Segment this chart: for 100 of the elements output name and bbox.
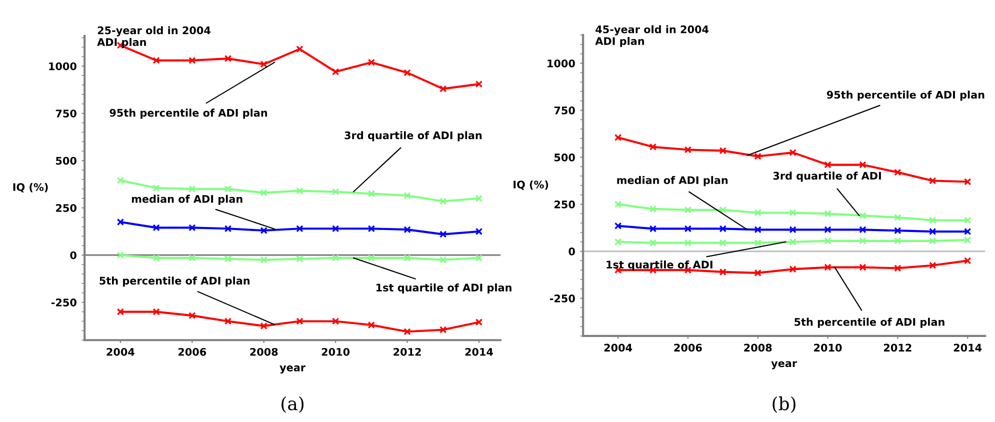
point — [475, 80, 483, 88]
point — [332, 254, 340, 262]
point — [964, 228, 972, 236]
point — [754, 152, 762, 160]
point — [116, 176, 124, 184]
point — [440, 198, 447, 205]
point — [754, 226, 762, 234]
point — [152, 308, 160, 316]
point — [404, 192, 411, 200]
chart-title: 25-year old in 2004 ADI plan — [97, 26, 210, 48]
point — [404, 226, 411, 234]
point — [152, 254, 160, 262]
point — [789, 226, 796, 234]
point — [684, 146, 692, 154]
annotation: 1st quartile of ADI — [606, 260, 712, 271]
point — [475, 228, 483, 236]
point — [224, 255, 232, 262]
point — [859, 212, 866, 220]
point — [719, 206, 726, 214]
point — [929, 216, 936, 224]
point — [188, 312, 196, 320]
point — [824, 161, 832, 168]
point — [789, 266, 796, 273]
y-tick-label: 0 — [568, 248, 575, 256]
point — [332, 68, 340, 76]
y-axis-title: IQ (%) — [514, 180, 548, 190]
point — [224, 225, 232, 232]
point — [684, 225, 692, 232]
annotation: median of ADI plan — [617, 176, 728, 186]
point — [188, 56, 196, 64]
point — [224, 185, 232, 193]
point — [859, 161, 866, 168]
y-tick-label: 500 — [554, 153, 575, 162]
x-tick-label: 2004 — [604, 344, 632, 352]
point — [964, 178, 972, 186]
annotation: 95th percentile of ADI plan — [110, 108, 267, 119]
point — [894, 214, 902, 222]
point — [224, 318, 232, 325]
point — [929, 228, 936, 236]
point — [614, 238, 622, 246]
point — [332, 225, 340, 232]
x-tick-label: 2014 — [465, 348, 493, 356]
point — [296, 255, 304, 262]
point — [116, 218, 124, 226]
point — [260, 256, 268, 264]
y-tick-label: 0 — [70, 251, 76, 260]
x-tick-label: 2008 — [250, 348, 278, 356]
point — [332, 188, 340, 196]
point — [929, 262, 936, 270]
x-tick-label: 2006 — [178, 348, 206, 356]
x-tick-label: 2012 — [394, 348, 421, 356]
point — [964, 236, 972, 244]
point — [894, 264, 902, 272]
point — [404, 254, 411, 262]
x-tick-label: 2004 — [106, 348, 134, 356]
point — [368, 254, 376, 262]
point — [116, 251, 124, 259]
point — [789, 148, 796, 156]
point — [754, 209, 762, 216]
point — [964, 257, 972, 264]
x-tick-label: 2014 — [954, 344, 982, 352]
text: (b) — [772, 396, 796, 413]
point — [296, 318, 304, 325]
point — [368, 321, 376, 329]
point — [368, 225, 376, 232]
point — [894, 237, 902, 245]
x-tick-label: 2010 — [814, 344, 842, 352]
point — [894, 168, 902, 176]
point — [475, 318, 483, 326]
point — [649, 225, 657, 232]
point — [929, 177, 936, 184]
annotation: 5th percentile of ADI plan — [100, 276, 250, 287]
point — [824, 264, 832, 271]
point — [260, 226, 268, 234]
x-axis-title: year — [771, 361, 798, 370]
x-tick-label: 2012 — [884, 344, 912, 352]
annotation: 95th percentile of ADI plan — [826, 90, 984, 101]
point — [368, 58, 376, 66]
y-tick-label: 1000 — [49, 62, 76, 70]
point — [188, 224, 196, 232]
annotation: 3rd quartile of ADI plan — [344, 131, 482, 142]
annotation: median of ADI plan — [132, 194, 242, 205]
point — [224, 54, 232, 62]
point — [260, 60, 268, 68]
point — [719, 147, 726, 154]
y-tick-label: 750 — [56, 110, 76, 118]
x-tick-label: 2008 — [744, 344, 772, 352]
point — [649, 239, 657, 246]
point — [440, 326, 447, 334]
point — [116, 308, 124, 316]
annotation: 3rd quartile of ADI — [773, 172, 881, 182]
point — [188, 254, 196, 262]
x-tick-label: 2010 — [322, 348, 350, 356]
point — [859, 237, 866, 245]
point — [260, 189, 268, 196]
point — [789, 209, 796, 216]
point — [188, 185, 196, 193]
y-axis-title: IQ (%) — [13, 182, 48, 192]
point — [296, 225, 304, 232]
point — [475, 254, 483, 262]
